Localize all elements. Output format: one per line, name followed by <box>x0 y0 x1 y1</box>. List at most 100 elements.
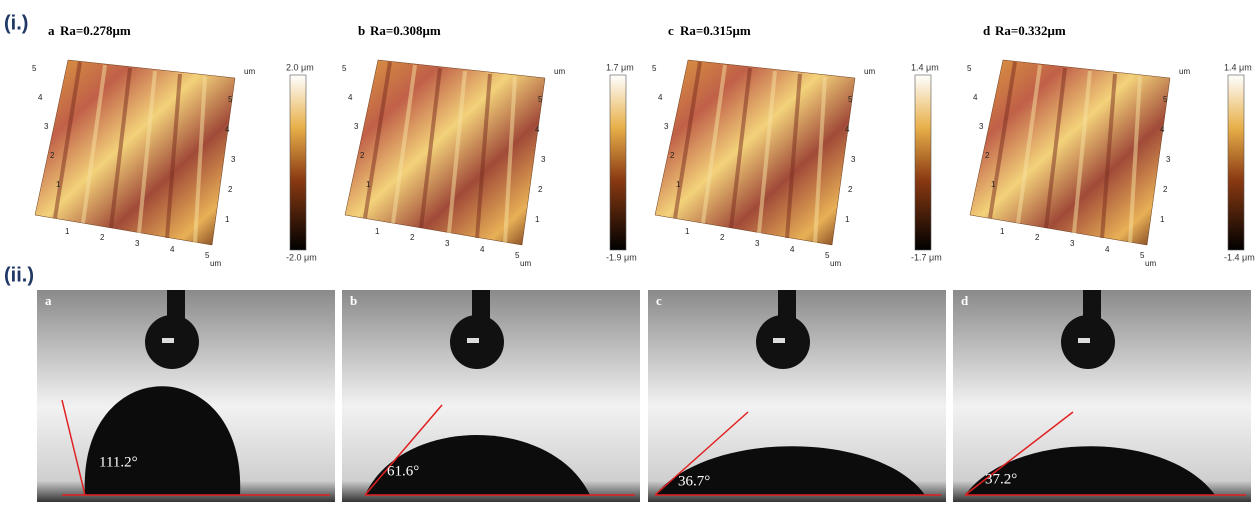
contact-panel: b 61.6° <box>342 290 640 502</box>
y-tick-label: 5 <box>32 64 37 73</box>
contact-panel: c 36.7° <box>648 290 946 502</box>
panel-label: a <box>48 23 55 38</box>
reflection <box>467 338 479 343</box>
z-tick-label: 3 <box>851 155 856 164</box>
x-tick-label: 3 <box>445 239 450 248</box>
y-tick-label: 1 <box>676 180 681 189</box>
contact-panel: d 37.2° <box>953 290 1251 502</box>
reflection <box>773 338 785 343</box>
y-tick-label: 4 <box>973 93 978 102</box>
contact-angle: 36.7° <box>678 473 710 489</box>
y-tick-label: 5 <box>967 64 972 73</box>
x-tick-label: 2 <box>720 233 725 242</box>
colorbar-min: -2.0 μm <box>286 252 317 262</box>
x-tick-label: 1 <box>375 227 380 236</box>
panel-label: c <box>668 23 674 38</box>
z-tick-label: 3 <box>1166 155 1171 164</box>
z-tick-label: 2 <box>538 185 543 194</box>
x-tick-label: 1 <box>685 227 690 236</box>
panel-label: d <box>961 293 969 308</box>
x-tick-label: 4 <box>1105 245 1110 254</box>
section-label: (i.) <box>4 12 28 34</box>
colorbar <box>290 75 306 250</box>
x-tick-label: 4 <box>480 245 485 254</box>
z-tick-label: 4 <box>845 125 850 134</box>
z-tick-label: 1 <box>1160 215 1165 224</box>
y-tick-label: 1 <box>56 180 61 189</box>
y-tick-label: 4 <box>38 93 43 102</box>
colorbar-max: 2.0 μm <box>286 62 314 72</box>
panel-label: d <box>983 23 991 38</box>
x-tick-label: 2 <box>410 233 415 242</box>
roughness-label: Ra=0.308μm <box>370 23 441 38</box>
z-tick-label: 1 <box>225 215 230 224</box>
section-label: (ii.) <box>4 264 34 286</box>
z-tick-label: 1 <box>845 215 850 224</box>
colorbar <box>915 75 931 250</box>
y-tick-label: 5 <box>342 64 347 73</box>
z-tick-label: 5 <box>848 95 853 104</box>
z-tick-label: 4 <box>535 125 540 134</box>
z-tick-label: 2 <box>228 185 233 194</box>
z-tick-label: 5 <box>538 95 543 104</box>
contact-angle: 37.2° <box>985 471 1017 487</box>
roughness-label: Ra=0.278μm <box>60 23 131 38</box>
y-tick-label: 5 <box>652 64 657 73</box>
z-tick-label: 5 <box>228 95 233 104</box>
y-tick-label: 3 <box>44 122 49 131</box>
x-tick-label: 3 <box>135 239 140 248</box>
y-tick-label: 4 <box>348 93 353 102</box>
roughness-label: Ra=0.315μm <box>680 23 751 38</box>
colorbar-min: -1.4 μm <box>1224 252 1255 262</box>
axis-unit: um <box>1179 67 1190 76</box>
y-tick-label: 1 <box>366 180 371 189</box>
y-tick-label: 3 <box>354 122 359 131</box>
z-tick-label: 2 <box>1163 185 1168 194</box>
axis-unit: um <box>210 259 221 268</box>
y-tick-label: 2 <box>50 151 55 160</box>
colorbar-max: 1.7 μm <box>606 62 634 72</box>
x-tick-label: 1 <box>1000 227 1005 236</box>
x-tick-label: 2 <box>1035 233 1040 242</box>
panel-label: b <box>358 23 365 38</box>
z-tick-label: 4 <box>225 125 230 134</box>
axis-unit: um <box>520 259 531 268</box>
axis-unit: um <box>830 259 841 268</box>
x-tick-label: 4 <box>170 245 175 254</box>
afm-panel: dRa=0.332μm111222333444555umum <box>967 23 1190 268</box>
axis-unit: um <box>864 67 875 76</box>
colorbar-min: -1.9 μm <box>606 252 637 262</box>
z-tick-label: 3 <box>231 155 236 164</box>
y-tick-label: 2 <box>670 151 675 160</box>
z-tick-label: 1 <box>535 215 540 224</box>
reflection <box>162 338 174 343</box>
y-tick-label: 1 <box>991 180 996 189</box>
axis-unit: um <box>554 67 565 76</box>
z-tick-label: 3 <box>541 155 546 164</box>
z-tick-label: 4 <box>1160 125 1165 134</box>
panel-label: c <box>656 293 662 308</box>
colorbar <box>1228 75 1244 250</box>
colorbar-max: 1.4 μm <box>1224 62 1252 72</box>
axis-unit: um <box>244 67 255 76</box>
x-tick-label: 4 <box>790 245 795 254</box>
z-tick-label: 2 <box>848 185 853 194</box>
figure: (i.) (ii.) a Ra=0.278μm 1 1 1 2 2 2 3 3 3 4 4 4 5 5 5 um u… <box>0 0 1259 506</box>
contact-angle: 111.2° <box>99 454 138 470</box>
y-tick-label: 3 <box>664 122 669 131</box>
y-tick-label: 2 <box>985 151 990 160</box>
contact-angle: 61.6° <box>387 463 419 479</box>
colorbar <box>610 75 626 250</box>
panel-label: b <box>350 293 357 308</box>
reflection <box>1078 338 1090 343</box>
z-tick-label: 5 <box>1163 95 1168 104</box>
x-tick-label: 3 <box>755 239 760 248</box>
afm-panel: bRa=0.308μm111222333444555umum <box>342 23 565 268</box>
x-tick-label: 2 <box>100 233 105 242</box>
y-tick-label: 4 <box>658 93 663 102</box>
colorbar-min: -1.7 μm <box>911 252 942 262</box>
colorbar-max: 1.4 μm <box>911 62 939 72</box>
